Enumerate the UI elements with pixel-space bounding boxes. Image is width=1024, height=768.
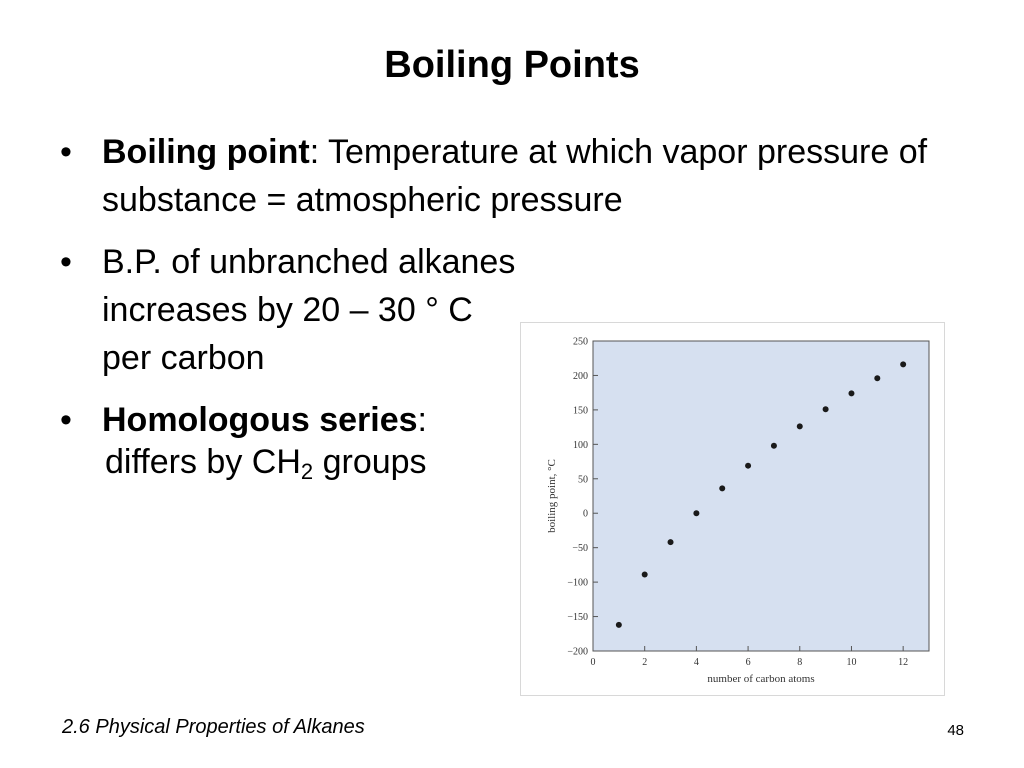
x-tick-label: 4 [694,657,699,668]
data-point [719,485,726,492]
y-tick-label: 50 [578,474,588,485]
y-tick-label: −50 [572,543,588,554]
bullet-bold-term: Boiling point [102,133,310,171]
y-tick-label: 200 [573,371,588,382]
plot-area [592,340,930,652]
page-number: 48 [947,722,964,739]
sub-line-tail: groups [313,443,427,481]
bullet-dot: • [60,401,72,439]
y-tick-label: 100 [573,440,588,451]
data-point [745,462,752,469]
data-point [874,375,881,382]
boiling-point-chart: 250 200 150 100 50 0 −50 −100 −150 −200 0 2 4 6 8 10 12 n… [520,322,945,696]
bullet-item-bp-increase: • B.P. of unbranched alkanes increases b… [60,238,980,382]
y-tick-label: 0 [583,509,588,520]
bullet-dot: • [60,133,72,171]
bullet-item-boiling-point: • Boiling point: Temperature at which va… [60,128,980,224]
bullet-text: : Temperature at which vapor pressure of… [102,133,928,219]
data-point [615,621,622,628]
bullet-text: : [417,401,427,439]
x-tick-label: 0 [591,657,596,668]
y-tick-label: 150 [573,405,588,416]
data-point [822,406,829,413]
sub-line-text: differs by CH [105,443,301,481]
x-tick-label: 10 [846,657,856,668]
footer-text: 2.6 Physical Properties of Alkanes [62,716,365,738]
y-tick-label: −100 [567,578,588,589]
data-point [770,442,777,449]
bullet-list: • Boiling point: Temperature at which va… [60,128,980,458]
slide-title: Boiling Points [384,44,640,86]
bullet-bold-term: Homologous series [102,401,418,439]
data-point [900,361,907,368]
x-tick-label: 6 [746,657,751,668]
x-tick-label: 8 [797,657,802,668]
data-point [641,571,648,578]
x-axis-label: number of carbon atoms [707,673,814,685]
y-axis-label: boiling point, °C [546,459,558,533]
sub-line: differs by CH2 groups [105,438,427,496]
bullet-dot: • [60,243,72,281]
y-tick-label: −150 [567,612,588,623]
bullet-text: B.P. of unbranched alkanes increases by … [102,243,516,377]
subscript-2: 2 [300,459,314,484]
y-tick-label: 250 [573,337,588,348]
bullet-item-homologous: • Homologous series: [60,396,980,444]
y-tick-label: −200 [567,647,588,658]
data-point [796,423,803,430]
x-tick-label: 2 [642,657,647,668]
data-point [667,539,674,546]
data-point [848,390,855,397]
data-point [693,510,700,517]
x-tick-label: 12 [898,657,908,668]
